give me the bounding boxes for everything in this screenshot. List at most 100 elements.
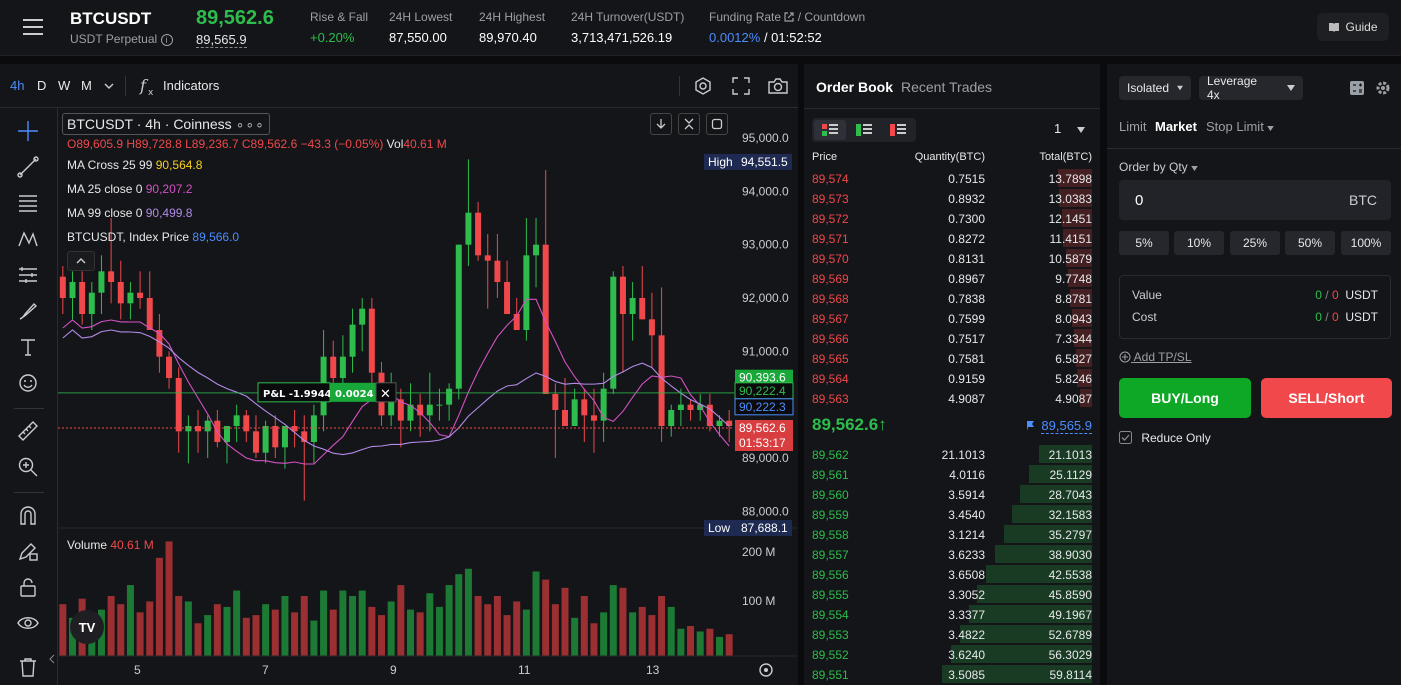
volume-legend[interactable]: Volume 40.61 M [67,538,154,552]
timeframe-m[interactable]: M [81,78,92,93]
reduce-only-checkbox[interactable]: Reduce Only [1119,431,1211,445]
calculator-icon[interactable] [1349,80,1365,96]
trash-icon[interactable] [17,656,39,678]
index-legend[interactable]: BTCUSDT, Index Price 89,566.0 [67,230,239,244]
precision-select[interactable]: 1 [1054,121,1085,136]
bid-row[interactable]: 89,557 3.6233 38.9030 [804,544,1100,564]
bid-row[interactable]: 89,553 3.4822 52.6789 [804,624,1100,644]
bid-row[interactable]: 89,552 3.6240 56.3029 [804,644,1100,664]
menu-icon[interactable] [22,17,44,37]
timeframe-d[interactable]: D [37,78,47,93]
tab-recent-trades[interactable]: Recent Trades [901,79,993,95]
chart-pair-label[interactable]: BTCUSDT · 4h · Coinness ∘∘∘ [62,113,270,135]
ask-row[interactable]: 89,571 0.8272 11.4151 [804,228,1100,248]
ask-row[interactable]: 89,566 0.7517 7.3344 [804,328,1100,348]
price-chart[interactable]: P&L -1.9944 0.0024 ✕ 95,000.0 94,000.0 93,000… [58,108,798,685]
qty-input[interactable]: 0 BTC [1119,180,1391,220]
volume-tick: 200 M [742,545,775,559]
ask-row[interactable]: 89,568 0.7838 8.8781 [804,288,1100,308]
crosshair-icon[interactable] [17,120,39,142]
ask-row[interactable]: 89,570 0.8131 10.5879 [804,248,1100,268]
add-tpsl-link[interactable]: Add TP/SL [1119,350,1192,364]
ask-row[interactable]: 89,573 0.8932 13.0383 [804,188,1100,208]
ma25-legend[interactable]: MA 25 close 0 90,207.2 [67,182,192,196]
settings-icon[interactable] [1375,80,1391,96]
mid-mark-price[interactable]: 89,565.9 [1041,418,1092,434]
mark-price[interactable]: 89,565.9 [196,32,247,48]
chart-scroll-button[interactable] [650,113,672,135]
zoom-in-icon[interactable] [17,456,39,478]
funding-rate-link[interactable]: Funding Rate [709,10,782,24]
fullscreen-icon[interactable] [732,77,750,95]
tab-order-book[interactable]: Order Book [816,79,894,95]
bid-row[interactable]: 89,558 3.1214 35.2797 [804,524,1100,544]
indicators-button[interactable]: Indicators [163,78,220,93]
view-both-button[interactable] [814,120,846,140]
candle-body [330,356,337,378]
ask-row[interactable]: 89,564 0.9159 5.8246 [804,368,1100,388]
bid-row[interactable]: 89,559 3.4540 32.1583 [804,504,1100,524]
bid-row[interactable]: 89,560 3.5914 28.7043 [804,484,1100,504]
guide-button[interactable]: Guide [1317,13,1389,41]
bid-row[interactable]: 89,551 3.5085 59.8114 [804,664,1100,684]
pattern-icon[interactable] [17,228,39,250]
bid-row[interactable]: 89,562 21.1013 21.1013 [804,444,1100,464]
ask-row[interactable]: 89,567 0.7599 8.0943 [804,308,1100,328]
buy-long-button[interactable]: BUY/Long [1119,378,1251,418]
percent-25-button[interactable]: 25% [1230,231,1280,255]
settings-icon[interactable] [693,76,713,96]
symbol-title[interactable]: BTCUSDT [70,9,152,28]
bid-row[interactable]: 89,561 4.0116 25.1129 [804,464,1100,484]
axis-settings-icon[interactable] [759,663,773,677]
leverage-select[interactable]: Leverage 4x [1199,74,1303,102]
percent-10-button[interactable]: 10% [1174,231,1224,255]
ask-row[interactable]: 89,572 0.7300 12.1451 [804,208,1100,228]
qty-mode-select[interactable]: Order by Qty [1119,160,1198,174]
brush-icon[interactable] [17,300,39,322]
text-icon[interactable] [17,336,39,358]
volume-bar [416,612,424,656]
chart-collapse-button[interactable] [678,113,700,135]
order-type-market[interactable]: Market [1155,119,1197,134]
lock-icon[interactable] [17,576,39,598]
ma99-legend[interactable]: MA 99 close 0 90,499.8 [67,206,192,220]
more-icon[interactable]: ∘∘∘ [235,116,265,132]
camera-icon[interactable] [767,76,789,96]
order-type-stop-limit[interactable]: Stop Limit [1206,119,1275,134]
ob-price: 89,573 [812,192,849,206]
sell-short-button[interactable]: SELL/Short [1261,378,1392,418]
magnet-icon[interactable] [17,504,39,526]
margin-mode-select[interactable]: Isolated [1119,76,1191,100]
ask-row[interactable]: 89,563 4.9087 4.9087 [804,388,1100,408]
ask-row[interactable]: 89,574 0.7515 13.7898 [804,168,1100,188]
emoji-icon[interactable] [17,372,39,394]
bid-row[interactable]: 89,556 3.6508 42.5538 [804,564,1100,584]
trend-line-icon[interactable] [17,156,39,178]
chart-maximize-button[interactable] [706,113,728,135]
info-icon[interactable]: i [160,33,173,46]
percent-5-button[interactable]: 5% [1119,231,1169,255]
bid-row[interactable]: 89,555 3.3052 45.8590 [804,584,1100,604]
fib-retracement-icon[interactable] [17,264,39,286]
percent-50-button[interactable]: 50% [1285,231,1335,255]
bid-row[interactable]: 89,554 3.3377 49.1967 [804,604,1100,624]
ruler-icon[interactable] [17,420,39,442]
horizontal-lines-icon[interactable] [17,192,39,214]
collapse-toolbar-icon[interactable] [49,654,55,664]
timeframe-w[interactable]: W [58,78,71,93]
ask-row[interactable]: 89,565 0.7581 6.5827 [804,348,1100,368]
ma-cross-legend[interactable]: MA Cross 25 99 90,564.8 [67,158,202,172]
chevron-down-icon[interactable] [104,82,114,90]
external-link-icon[interactable] [784,12,794,22]
ask-row[interactable]: 89,569 0.8967 9.7748 [804,268,1100,288]
view-asks-button[interactable] [882,120,914,140]
order-type-limit[interactable]: Limit [1119,119,1147,134]
collapse-legend-button[interactable] [67,251,95,271]
eye-icon[interactable] [17,612,39,634]
percent-100-button[interactable]: 100% [1341,231,1391,255]
view-bids-button[interactable] [848,120,880,140]
lock-pencil-icon[interactable] [17,540,39,562]
candle-body [658,335,665,426]
timeframe-4h[interactable]: 4h [10,78,25,93]
